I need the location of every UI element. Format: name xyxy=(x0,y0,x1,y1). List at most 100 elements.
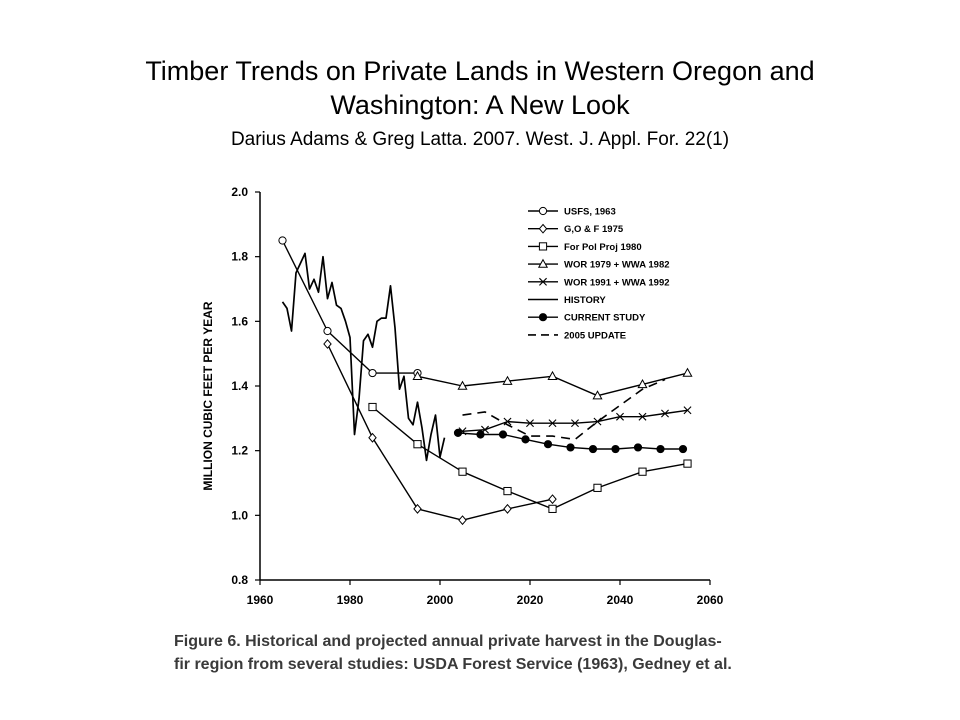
legend-label-g-o-f-1975: G,O & F 1975 xyxy=(564,224,624,235)
data-point-wor-1979-wwa-1982 xyxy=(682,367,693,377)
legend: USFS, 1963 G,O & F 1975 For Pol Proj 1980 W… xyxy=(528,207,670,341)
data-point-wor-1991-wwa-1992 xyxy=(638,412,647,421)
data-point-current-study xyxy=(543,440,553,449)
data-point-g-o-f-1975 xyxy=(413,503,422,514)
series-line-g-o-f-1975 xyxy=(326,343,553,521)
series-wor-1991-wwa-1992 xyxy=(458,406,692,436)
x-tick-label: 2040 xyxy=(607,593,634,607)
figure-caption: Figure 6. Historical and projected annua… xyxy=(174,630,794,682)
data-point-wor-1979-wwa-1982 xyxy=(637,378,648,389)
data-point-g-o-f-1975 xyxy=(503,503,512,514)
y-tick-label: 1.2 xyxy=(231,444,248,458)
series-line-history xyxy=(281,252,446,462)
data-point-wor-1991-wwa-1992 xyxy=(616,412,624,421)
data-point-current-study xyxy=(656,444,665,454)
y-axis-label: MILLION CUBIC FEET PER YEAR xyxy=(201,301,215,490)
legend-label-wor-1991-wwa-1992: WOR 1991 + WWA 1992 xyxy=(564,277,670,288)
legend-marker-usfs-1963 xyxy=(538,206,548,216)
legend-label-usfs-1963: USFS, 1963 xyxy=(564,207,616,218)
legend-entry-history: HISTORY xyxy=(528,295,606,306)
data-point-current-study xyxy=(588,444,598,454)
x-tick-label: 2020 xyxy=(517,593,544,607)
slide-citation: Darius Adams & Greg Latta. 2007. West. J… xyxy=(230,129,730,150)
data-point-for-pol-proj-1980 xyxy=(638,467,647,476)
axes-layer: 1960 1980 2000 2020 2040 2060 0.8 1.0 1.2 1.4 1.6 1… xyxy=(201,185,724,607)
legend-label-wor-1979-wwa-1982: WOR 1979 + WWA 1982 xyxy=(564,260,670,271)
data-point-current-study xyxy=(521,435,530,444)
data-point-wor-1979-wwa-1982 xyxy=(502,375,513,385)
data-point-wor-1991-wwa-1992 xyxy=(661,409,669,418)
legend-entry-usfs-1963: USFS, 1963 xyxy=(528,207,616,218)
figure-caption-line-2: fir region from several studies: USDA Fo… xyxy=(174,656,732,673)
data-point-wor-1979-wwa-1982 xyxy=(457,380,468,390)
legend-label-2005-update: 2005 UPDATE xyxy=(564,330,626,341)
y-tick-label: 1.6 xyxy=(231,314,248,328)
legend-marker-for-pol-proj-1980 xyxy=(538,242,548,251)
data-point-usfs-1963 xyxy=(278,236,287,245)
data-point-current-study xyxy=(498,430,508,439)
data-point-wor-1979-wwa-1982 xyxy=(547,370,558,380)
x-tick-label: 2060 xyxy=(697,593,724,607)
data-point-usfs-1963 xyxy=(368,368,377,378)
data-point-for-pol-proj-1980 xyxy=(413,440,422,449)
legend-marker-wor-1979-wwa-1982 xyxy=(537,258,549,268)
data-point-wor-1991-wwa-1992 xyxy=(526,419,534,428)
data-point-current-study xyxy=(566,443,575,452)
data-point-for-pol-proj-1980 xyxy=(503,486,512,496)
y-tick-label: 2.0 xyxy=(231,185,248,199)
series-history xyxy=(281,252,446,462)
data-point-wor-1991-wwa-1992 xyxy=(683,406,692,415)
data-point-for-pol-proj-1980 xyxy=(458,467,467,476)
data-point-for-pol-proj-1980 xyxy=(368,402,377,412)
series-current-study xyxy=(453,428,688,454)
legend-label-current-study: CURRENT STUDY xyxy=(564,313,646,324)
series-line-for-pol-proj-1980 xyxy=(372,406,688,510)
data-point-wor-1991-wwa-1992 xyxy=(548,419,557,428)
x-tick-label: 1960 xyxy=(247,593,274,607)
y-tick-label: 1.4 xyxy=(231,379,248,393)
slide-title-line-2: Washington: A New Look xyxy=(330,90,630,120)
series-line-2005-update xyxy=(462,378,666,441)
slide-title: Timber Trends on Private Lands in Wester… xyxy=(0,54,960,122)
figure-caption-line-1: Figure 6. Historical and projected annua… xyxy=(174,633,722,650)
y-tick-label: 0.8 xyxy=(231,573,248,587)
data-point-current-study xyxy=(633,443,643,452)
data-point-g-o-f-1975 xyxy=(323,338,332,349)
data-point-current-study xyxy=(453,428,463,437)
x-tick-label: 2000 xyxy=(427,593,454,607)
legend-entry-current-study: CURRENT STUDY xyxy=(528,313,646,324)
data-point-wor-1979-wwa-1982 xyxy=(412,370,423,380)
slide-title-line-1: Timber Trends on Private Lands in Wester… xyxy=(145,56,815,86)
legend-entry-for-pol-proj-1980: For Pol Proj 1980 xyxy=(528,242,642,253)
y-tick-label: 1.0 xyxy=(231,508,248,522)
data-point-current-study xyxy=(678,444,688,454)
legend-entry-wor-1979-wwa-1982: WOR 1979 + WWA 1982 xyxy=(528,258,670,271)
data-point-wor-1979-wwa-1982 xyxy=(592,390,603,400)
legend-marker-wor-1991-wwa-1992 xyxy=(539,277,547,286)
series-line-wor-1991-wwa-1992 xyxy=(462,409,688,432)
series-wor-1979-wwa-1982 xyxy=(412,367,693,400)
data-point-for-pol-proj-1980 xyxy=(548,504,557,513)
data-point-g-o-f-1975 xyxy=(458,515,467,526)
legend-marker-current-study xyxy=(538,313,548,322)
series-for-pol-proj-1980 xyxy=(368,402,692,513)
data-point-current-study xyxy=(611,444,620,454)
series-2005-update xyxy=(462,378,666,441)
data-point-g-o-f-1975 xyxy=(368,432,377,443)
legend-entry-g-o-f-1975: G,O & F 1975 xyxy=(528,223,624,235)
data-point-for-pol-proj-1980 xyxy=(683,459,692,468)
data-point-g-o-f-1975 xyxy=(548,494,557,505)
data-point-for-pol-proj-1980 xyxy=(593,483,602,492)
legend-label-history: HISTORY xyxy=(564,295,606,306)
series-layer xyxy=(278,236,693,526)
series-g-o-f-1975 xyxy=(323,338,557,526)
legend-entry-wor-1991-wwa-1992: WOR 1991 + WWA 1992 xyxy=(528,277,670,288)
legend-label-for-pol-proj-1980: For Pol Proj 1980 xyxy=(564,242,642,253)
x-tick-label: 1980 xyxy=(337,593,364,607)
y-tick-label: 1.8 xyxy=(231,250,248,264)
legend-marker-g-o-f-1975 xyxy=(538,223,548,234)
data-point-usfs-1963 xyxy=(323,326,332,336)
data-point-current-study xyxy=(476,430,485,439)
legend-entry-2005-update: 2005 UPDATE xyxy=(528,330,626,341)
